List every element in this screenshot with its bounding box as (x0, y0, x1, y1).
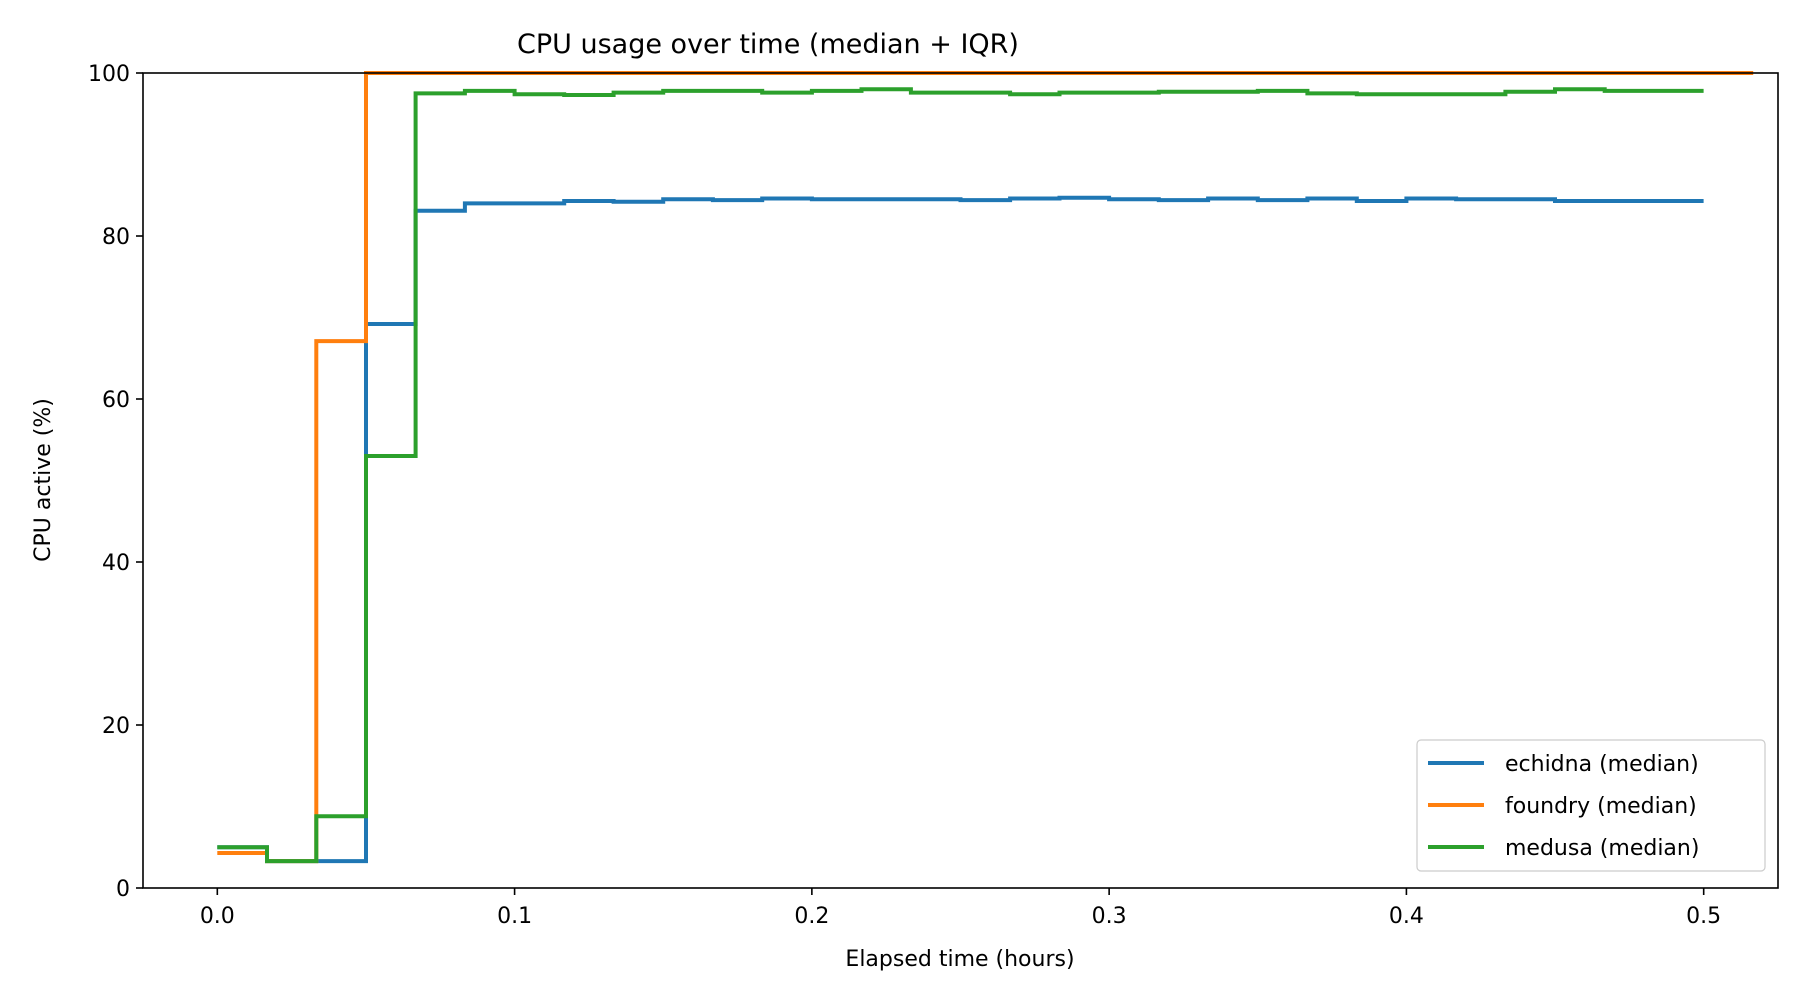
x-tick-label: 0.0 (200, 904, 235, 929)
x-tick-label: 0.1 (497, 904, 532, 929)
y-tick-label: 80 (102, 225, 130, 250)
y-axis-ticks: 0 20 40 60 80 100 (88, 62, 143, 902)
legend-frame (1416, 739, 1766, 872)
x-tick-label: 0.5 (1686, 904, 1721, 929)
legend-label: foundry (median) (1505, 794, 1697, 819)
x-tick-label: 0.3 (1092, 904, 1127, 929)
y-tick-label: 60 (102, 388, 130, 413)
chart-title: CPU usage over time (median + IQR) (517, 29, 1019, 60)
y-tick-label: 0 (116, 877, 130, 902)
y-tick-label: 20 (102, 714, 130, 739)
x-tick-label: 0.2 (794, 904, 829, 929)
y-axis-label: CPU active (%) (31, 398, 56, 562)
x-axis-label: Elapsed time (hours) (845, 947, 1074, 972)
y-tick-label: 40 (102, 551, 130, 576)
legend: echidna (median) foundry (median) medusa (… (1416, 739, 1766, 872)
series-line-medusa (217, 87, 1704, 864)
legend-label: echidna (median) (1505, 752, 1699, 777)
legend-label: medusa (median) (1505, 836, 1699, 861)
y-tick-label: 100 (88, 62, 130, 87)
x-tick-label: 0.4 (1389, 904, 1424, 929)
x-axis-ticks: 0.0 0.1 0.2 0.3 0.4 0.5 (200, 888, 1721, 929)
plot-frame (142, 72, 1779, 889)
series-line-echidna (217, 195, 1704, 864)
